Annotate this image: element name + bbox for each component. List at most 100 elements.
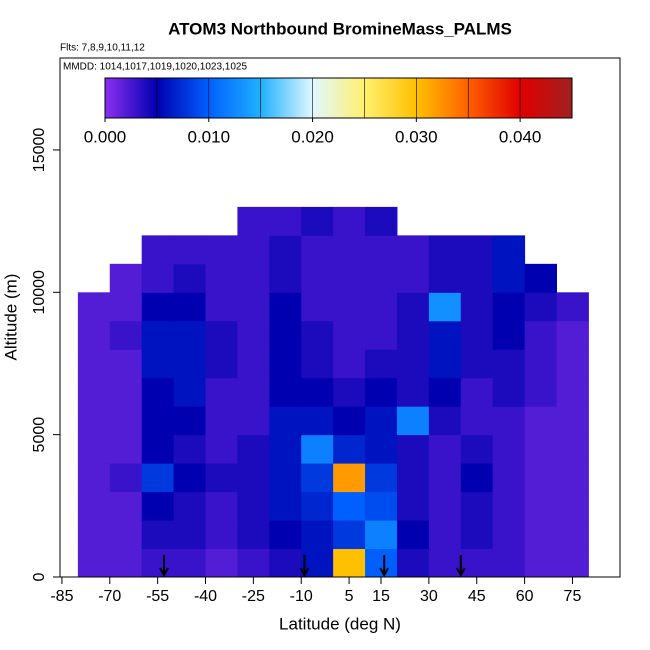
heat-cell — [173, 520, 207, 550]
heat-cell — [237, 320, 270, 350]
heat-cell — [556, 292, 589, 322]
y-tick-label: 10000 — [31, 270, 48, 315]
heat-cell — [269, 463, 302, 493]
heat-cell — [333, 406, 366, 436]
heat-cell — [396, 263, 430, 293]
heat-cell — [396, 520, 430, 550]
heat-cell — [301, 206, 334, 236]
heat-cell — [556, 434, 589, 464]
heat-cell — [556, 320, 589, 350]
x-tick-label: 75 — [564, 588, 582, 605]
heat-cell — [77, 520, 111, 550]
heat-cell — [269, 292, 302, 322]
heat-cell — [109, 520, 143, 550]
x-axis-label: Latitude (deg N) — [279, 614, 401, 633]
heat-cell — [205, 235, 238, 265]
heat-cell — [524, 463, 558, 493]
heat-cell — [524, 406, 558, 436]
heat-cell — [269, 434, 302, 464]
heat-cell — [428, 406, 462, 436]
heat-cell — [269, 520, 302, 550]
heat-cell — [269, 349, 302, 379]
colorbar — [104, 77, 573, 119]
heat-cell — [77, 463, 111, 493]
heat-cell — [205, 349, 238, 379]
heat-cell — [492, 548, 526, 578]
heat-cell — [492, 263, 526, 293]
marker-head — [159, 567, 169, 578]
heat-cell — [301, 263, 334, 293]
heat-cell — [237, 548, 270, 578]
heat-cell — [365, 434, 398, 464]
heat-cell — [524, 292, 558, 322]
heat-cell — [77, 434, 111, 464]
marker-head — [299, 567, 310, 578]
heat-cell — [333, 263, 366, 293]
heat-cell — [333, 349, 366, 379]
heat-cell — [333, 206, 366, 236]
colorbar-tick-label: 0.000 — [84, 127, 127, 146]
heat-cell — [460, 235, 494, 265]
heat-cell — [141, 263, 175, 293]
heat-cell — [396, 349, 430, 379]
x-tick-label: 5 — [345, 588, 354, 605]
heat-cell — [141, 491, 175, 521]
heat-cell — [205, 434, 238, 464]
heat-cell — [492, 320, 526, 350]
heat-cell — [396, 491, 430, 521]
heat-cell — [556, 520, 589, 550]
heat-cell — [141, 320, 175, 350]
heat-cell — [205, 520, 238, 550]
heat-cell — [428, 377, 462, 407]
heat-cell — [109, 406, 143, 436]
heat-cell — [141, 548, 175, 578]
x-tick-label: 45 — [468, 588, 486, 605]
heat-cell — [173, 292, 207, 322]
heat-cell — [173, 548, 207, 578]
heat-cell — [556, 491, 589, 521]
heat-cell — [428, 349, 462, 379]
heat-cell — [205, 463, 238, 493]
colorbar-tick-label: 0.040 — [499, 127, 542, 146]
heat-cell — [301, 406, 334, 436]
heat-cell — [556, 406, 589, 436]
heat-cell — [269, 263, 302, 293]
chart-title: ATOM3 Northbound BromineMass_PALMS — [168, 19, 512, 38]
heat-cell — [237, 292, 270, 322]
heat-cell — [141, 463, 175, 493]
heat-cell — [141, 349, 175, 379]
heat-cell — [396, 463, 430, 493]
heat-cell — [428, 491, 462, 521]
heat-cell — [333, 292, 366, 322]
heat-cell — [109, 434, 143, 464]
heat-cell — [173, 434, 207, 464]
heat-cell — [205, 292, 238, 322]
heat-cell — [492, 377, 526, 407]
colorbar-tick-label: 0.020 — [291, 127, 334, 146]
heat-cell — [205, 263, 238, 293]
heat-cell — [333, 520, 366, 550]
heat-cell — [109, 349, 143, 379]
heat-cell — [460, 292, 494, 322]
heat-cell — [77, 349, 111, 379]
heat-cell — [524, 520, 558, 550]
heat-cell — [109, 263, 143, 293]
heat-cell — [205, 548, 238, 578]
heat-cell — [492, 292, 526, 322]
heat-cell — [333, 377, 366, 407]
heat-cell — [492, 491, 526, 521]
heat-cell — [269, 235, 302, 265]
heat-cell — [556, 377, 589, 407]
heat-cell — [237, 434, 270, 464]
heat-cell — [109, 463, 143, 493]
heat-cell — [333, 320, 366, 350]
heat-cell — [524, 548, 558, 578]
heat-cell — [460, 548, 494, 578]
heat-cell — [141, 292, 175, 322]
heat-cell — [524, 491, 558, 521]
y-tick-label: 0 — [31, 572, 48, 581]
heat-cell — [301, 434, 334, 464]
heat-cell — [205, 491, 238, 521]
heat-cell — [365, 263, 398, 293]
